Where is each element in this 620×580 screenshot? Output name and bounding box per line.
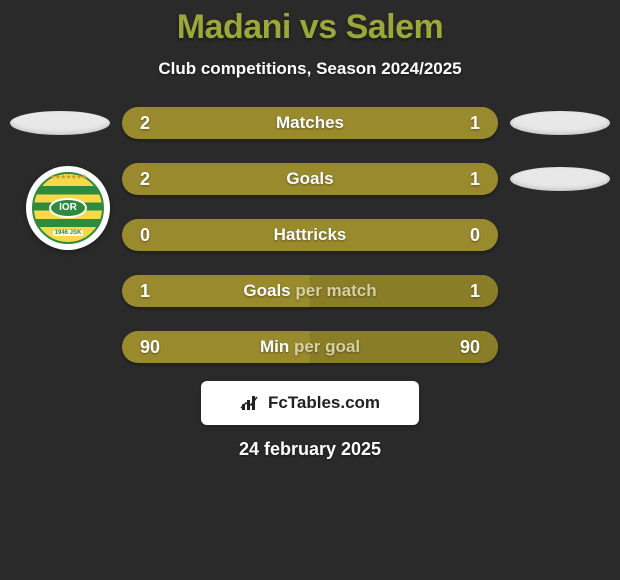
page-title: Madani vs Salem: [0, 8, 620, 47]
right-team-badge-slot: [510, 111, 610, 135]
club-year: 1946 JSK: [53, 230, 84, 236]
stat-right-value: 1: [470, 169, 480, 190]
stat-left-value: 90: [140, 337, 160, 358]
team-ellipse-icon: [510, 111, 610, 135]
right-team-badge-slot: [510, 167, 610, 191]
stat-label-main: Matches: [276, 113, 344, 132]
stat-label: Goals per match: [243, 281, 376, 301]
stat-label: Min per goal: [260, 337, 360, 357]
stat-bar: 1 Goals per match 1: [122, 275, 498, 307]
stat-left-value: 2: [140, 113, 150, 134]
bar-chart-icon: [240, 394, 262, 412]
stat-right-value: 90: [460, 337, 480, 358]
stat-left-value: 1: [140, 281, 150, 302]
fctables-link[interactable]: FcTables.com: [201, 381, 419, 425]
stat-bar: 2 Goals 1: [122, 163, 498, 195]
stat-left-value: 0: [140, 225, 150, 246]
stat-right-value: 1: [470, 281, 480, 302]
club-abbrev: IOR: [49, 198, 87, 218]
stat-label: Matches: [276, 113, 344, 133]
stat-label-main: Goals: [286, 169, 333, 188]
stat-bar: 90 Min per goal 90: [122, 331, 498, 363]
stat-bar: 0 Hattricks 0: [122, 219, 498, 251]
stat-row-goals-per-match: 1 Goals per match 1: [10, 275, 610, 307]
fctables-text: FcTables.com: [268, 393, 380, 413]
stat-label-sub: per match: [295, 281, 376, 300]
stat-row-min-per-goal: 90 Min per goal 90: [10, 331, 610, 363]
page-subtitle: Club competitions, Season 2024/2025: [0, 59, 620, 79]
stat-label-main: Hattricks: [274, 225, 347, 244]
club-badge: ★★★★★★★ IOR 1946 JSK: [26, 166, 110, 250]
team-ellipse-icon: [510, 167, 610, 191]
left-team-badge-slot: [10, 111, 110, 135]
club-stars: ★★★★★★★: [50, 173, 87, 181]
stat-right-value: 1: [470, 113, 480, 134]
stat-label-sub: per goal: [294, 337, 360, 356]
comparison-card: Madani vs Salem Club competitions, Seaso…: [0, 0, 620, 460]
stat-row-matches: 2 Matches 1: [10, 107, 610, 139]
club-crest-icon: ★★★★★★★ IOR 1946 JSK: [32, 172, 104, 244]
stat-label: Goals: [286, 169, 333, 189]
stat-label-main: Min: [260, 337, 294, 356]
date-label: 24 february 2025: [0, 439, 620, 460]
stat-label-main: Goals: [243, 281, 295, 300]
stat-right-value: 0: [470, 225, 480, 246]
stat-bar: 2 Matches 1: [122, 107, 498, 139]
stat-label: Hattricks: [274, 225, 347, 245]
stat-left-value: 2: [140, 169, 150, 190]
team-ellipse-icon: [10, 111, 110, 135]
